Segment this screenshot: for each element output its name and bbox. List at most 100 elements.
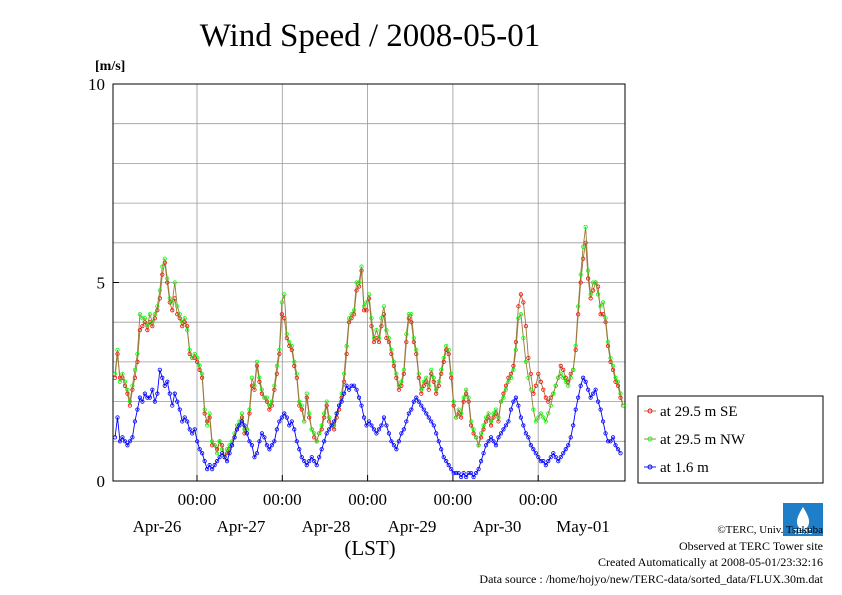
data-point bbox=[284, 415, 289, 420]
data-point bbox=[523, 324, 528, 329]
data-point bbox=[257, 439, 262, 444]
data-point bbox=[170, 300, 175, 305]
data-point bbox=[449, 466, 454, 472]
x-tick-time-label: 00:00 bbox=[348, 490, 387, 509]
data-point bbox=[354, 280, 359, 285]
data-point bbox=[254, 359, 260, 364]
data-point bbox=[192, 351, 197, 357]
data-point bbox=[135, 407, 140, 412]
data-point bbox=[491, 439, 496, 444]
data-point bbox=[586, 276, 591, 281]
data-point bbox=[254, 451, 260, 456]
data-point bbox=[426, 387, 431, 392]
data-point bbox=[446, 347, 451, 353]
data-point bbox=[125, 387, 130, 392]
data-point bbox=[538, 459, 543, 464]
data-point bbox=[112, 371, 118, 376]
data-point bbox=[366, 292, 372, 297]
data-point bbox=[177, 407, 182, 412]
data-point bbox=[414, 347, 419, 353]
data-point bbox=[229, 443, 235, 448]
data-point bbox=[195, 439, 200, 444]
data-point bbox=[491, 411, 496, 416]
data-point bbox=[379, 316, 384, 321]
data-point bbox=[299, 403, 304, 408]
data-point bbox=[366, 419, 372, 424]
data-point bbox=[461, 470, 466, 476]
data-point bbox=[548, 455, 553, 460]
data-point bbox=[533, 383, 538, 388]
data-point bbox=[349, 316, 354, 321]
data-point bbox=[615, 379, 621, 384]
data-point bbox=[561, 375, 566, 380]
data-point bbox=[142, 391, 147, 396]
data-point bbox=[327, 427, 332, 432]
data-point bbox=[262, 435, 267, 440]
footer-observed: Observed at TERC Tower site bbox=[679, 539, 823, 553]
data-point bbox=[334, 411, 339, 416]
data-point bbox=[521, 300, 526, 305]
data-point bbox=[356, 284, 362, 289]
data-point bbox=[518, 312, 524, 317]
legend-label: at 1.6 m bbox=[660, 460, 709, 476]
data-point bbox=[464, 387, 469, 392]
data-point bbox=[359, 403, 364, 408]
data-point bbox=[481, 451, 486, 456]
data-point bbox=[262, 395, 267, 400]
data-point bbox=[182, 320, 187, 325]
data-point bbox=[384, 423, 389, 428]
data-point bbox=[610, 435, 616, 440]
grid-lines bbox=[113, 84, 625, 481]
data-point bbox=[205, 466, 210, 472]
data-point bbox=[274, 427, 279, 432]
data-point bbox=[456, 470, 461, 476]
data-point bbox=[217, 455, 222, 460]
data-point bbox=[558, 455, 563, 460]
data-point bbox=[543, 419, 548, 424]
data-point bbox=[528, 443, 533, 448]
data-point bbox=[588, 395, 593, 400]
data-point bbox=[282, 292, 287, 297]
data-point bbox=[140, 399, 145, 404]
data-point bbox=[471, 474, 476, 480]
data-point bbox=[157, 367, 162, 372]
data-point bbox=[526, 435, 531, 440]
data-point bbox=[279, 312, 284, 317]
data-point bbox=[578, 383, 583, 388]
data-point bbox=[289, 419, 294, 424]
data-point bbox=[521, 423, 526, 428]
data-point bbox=[394, 447, 399, 452]
data-point bbox=[615, 383, 621, 388]
data-point bbox=[613, 375, 618, 380]
data-point bbox=[359, 264, 364, 269]
data-point bbox=[309, 427, 314, 432]
data-point bbox=[546, 399, 551, 404]
data-point bbox=[595, 399, 601, 404]
data-point bbox=[172, 391, 177, 396]
data-point bbox=[207, 463, 212, 468]
data-point bbox=[481, 423, 486, 428]
data-point bbox=[200, 371, 205, 376]
series-3 bbox=[112, 367, 623, 480]
data-point bbox=[346, 316, 352, 321]
data-point bbox=[476, 466, 481, 472]
data-point bbox=[192, 355, 197, 361]
data-point bbox=[257, 375, 262, 380]
data-point bbox=[371, 339, 377, 345]
data-point bbox=[511, 399, 516, 404]
data-point bbox=[264, 443, 270, 448]
data-point bbox=[411, 339, 416, 345]
data-point bbox=[369, 316, 374, 321]
data-point bbox=[364, 308, 369, 313]
data-point bbox=[227, 443, 232, 448]
data-point bbox=[314, 439, 319, 444]
data-point bbox=[257, 379, 262, 384]
data-point bbox=[354, 288, 359, 293]
data-point bbox=[234, 423, 240, 428]
data-point bbox=[332, 423, 337, 428]
data-point bbox=[304, 463, 309, 468]
data-point bbox=[541, 387, 546, 392]
data-point bbox=[548, 403, 553, 408]
data-point bbox=[170, 403, 175, 408]
data-point bbox=[588, 292, 593, 297]
